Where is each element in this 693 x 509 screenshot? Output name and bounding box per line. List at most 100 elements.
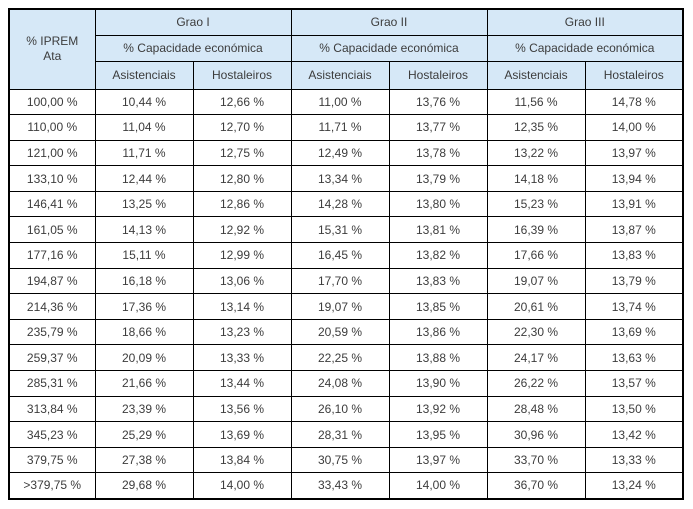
iprem-ata-cell: 100,00 %: [8, 88, 96, 116]
capacidade-value-cell: 13,23 %: [192, 318, 292, 346]
table-row: 259,37 % 20,09 % 13,33 % 22,25 % 13,88 % 24,1…: [8, 344, 684, 372]
capacidade-value-cell: 14,78 %: [584, 88, 684, 116]
capacidade-value-cell: 27,38 %: [94, 446, 194, 474]
capacidade-value-cell: 13,76 %: [388, 88, 488, 116]
table-row: 100,00 % 10,44 % 12,66 % 11,00 % 13,76 % 11,5…: [8, 88, 684, 116]
iprem-ata-cell: >379,75 %: [8, 472, 96, 499]
iprem-ata-cell: 259,37 %: [8, 344, 96, 372]
capacidade-value-cell: 13,33 %: [584, 446, 684, 474]
corner-header-line2: Ata: [43, 49, 62, 64]
capacidade-value-cell: 13,78 %: [388, 139, 488, 167]
capacidade-value-cell: 29,68 %: [94, 472, 194, 499]
capacidade-value-cell: 13,83 %: [584, 242, 684, 269]
table-row: 214,36 % 17,36 % 13,14 % 19,07 % 13,85 % 20,6…: [8, 293, 684, 320]
iprem-ata-cell: 161,05 %: [8, 216, 96, 244]
capacidade-value-cell: 13,82 %: [388, 242, 488, 269]
iprem-ata-cell: 110,00 %: [8, 114, 96, 141]
capacidade-value-cell: 13,95 %: [388, 421, 488, 448]
capacidade-value-cell: 11,04 %: [94, 114, 194, 141]
capacidade-value-cell: 15,23 %: [486, 190, 586, 218]
capacidade-value-cell: 11,71 %: [290, 114, 390, 141]
capacidade-value-cell: 25,29 %: [94, 421, 194, 448]
subheader-capacidade-grao-i: % Capacidade económica: [94, 34, 292, 62]
capacidade-value-cell: 36,70 %: [486, 472, 586, 499]
capacidade-value-cell: 20,59 %: [290, 318, 390, 346]
capacidade-value-cell: 13,92 %: [388, 395, 488, 423]
iprem-ata-cell: 285,31 %: [8, 370, 96, 397]
capacidade-value-cell: 24,17 %: [486, 344, 586, 372]
capacidade-value-cell: 33,70 %: [486, 446, 586, 474]
column-header-asistenciais-grao-ii: Asistenciais: [290, 60, 390, 90]
capacidade-value-cell: 13,83 %: [388, 267, 488, 295]
capacidade-value-cell: 13,63 %: [584, 344, 684, 372]
capacidade-value-cell: 13,87 %: [584, 216, 684, 244]
capacidade-value-cell: 14,18 %: [486, 165, 586, 192]
capacidade-value-cell: 13,56 %: [192, 395, 292, 423]
capacidade-value-cell: 13,14 %: [192, 293, 292, 320]
capacidade-value-cell: 12,92 %: [192, 216, 292, 244]
capacidade-value-cell: 14,00 %: [192, 472, 292, 499]
capacidade-value-cell: 13,25 %: [94, 190, 194, 218]
iprem-ata-cell: 194,87 %: [8, 267, 96, 295]
capacidade-value-cell: 12,49 %: [290, 139, 390, 167]
corner-header-line1: % IPREM: [26, 34, 79, 49]
capacidade-value-cell: 24,08 %: [290, 370, 390, 397]
capacidade-value-cell: 13,80 %: [388, 190, 488, 218]
capacidade-value-cell: 26,10 %: [290, 395, 390, 423]
column-header-asistenciais-grao-iii: Asistenciais: [486, 60, 586, 90]
column-header-hostaleiros-grao-ii: Hostaleiros: [388, 60, 488, 90]
capacidade-value-cell: 11,71 %: [94, 139, 194, 167]
corner-header-iprem-ata: % IPREM Ata: [8, 8, 96, 90]
capacidade-value-cell: 13,42 %: [584, 421, 684, 448]
table-body: 100,00 % 10,44 % 12,66 % 11,00 % 13,76 % 11,5…: [8, 88, 684, 499]
iprem-capacidade-table: % IPREM Ata Grao I Grao II Grao III % Ca…: [8, 8, 685, 500]
group-header-grao-iii: Grao III: [486, 8, 684, 36]
capacidade-value-cell: 14,00 %: [584, 114, 684, 141]
group-header-grao-ii: Grao II: [290, 8, 488, 36]
table-row: 313,84 % 23,39 % 13,56 % 26,10 % 13,92 % 28,4…: [8, 395, 684, 423]
capacidade-value-cell: 30,75 %: [290, 446, 390, 474]
capacidade-value-cell: 22,25 %: [290, 344, 390, 372]
capacidade-value-cell: 19,07 %: [486, 267, 586, 295]
capacidade-value-cell: 11,56 %: [486, 88, 586, 116]
capacidade-value-cell: 13,97 %: [584, 139, 684, 167]
capacidade-value-cell: 13,69 %: [192, 421, 292, 448]
capacidade-value-cell: 13,90 %: [388, 370, 488, 397]
column-header-asistenciais-grao-i: Asistenciais: [94, 60, 194, 90]
subheader-capacidade-grao-iii: % Capacidade económica: [486, 34, 684, 62]
capacidade-value-cell: 23,39 %: [94, 395, 194, 423]
capacidade-value-cell: 12,75 %: [192, 139, 292, 167]
capacidade-value-cell: 11,00 %: [290, 88, 390, 116]
capacidade-value-cell: 20,61 %: [486, 293, 586, 320]
capacidade-value-cell: 12,70 %: [192, 114, 292, 141]
table-row: 161,05 % 14,13 % 12,92 % 15,31 % 13,81 % 16,3…: [8, 216, 684, 244]
capacidade-value-cell: 12,86 %: [192, 190, 292, 218]
header-row-grao: % IPREM Ata Grao I Grao II Grao III: [8, 8, 684, 90]
iprem-ata-cell: 214,36 %: [8, 293, 96, 320]
capacidade-value-cell: 13,69 %: [584, 318, 684, 346]
table-row: 121,00 % 11,71 % 12,75 % 12,49 % 13,78 % 13,2…: [8, 139, 684, 167]
capacidade-value-cell: 12,35 %: [486, 114, 586, 141]
capacidade-value-cell: 13,24 %: [584, 472, 684, 499]
capacidade-value-cell: 14,00 %: [388, 472, 488, 499]
capacidade-value-cell: 12,80 %: [192, 165, 292, 192]
iprem-ata-cell: 146,41 %: [8, 190, 96, 218]
capacidade-value-cell: 13,44 %: [192, 370, 292, 397]
capacidade-value-cell: 16,45 %: [290, 242, 390, 269]
capacidade-value-cell: 17,70 %: [290, 267, 390, 295]
capacidade-value-cell: 16,18 %: [94, 267, 194, 295]
capacidade-value-cell: 13,79 %: [388, 165, 488, 192]
capacidade-value-cell: 13,81 %: [388, 216, 488, 244]
table-row: 194,87 % 16,18 % 13,06 % 17,70 % 13,83 % 19,0…: [8, 267, 684, 295]
table-row: 110,00 % 11,04 % 12,70 % 11,71 % 13,77 % 12,3…: [8, 114, 684, 141]
iprem-ata-cell: 313,84 %: [8, 395, 96, 423]
capacidade-value-cell: 13,79 %: [584, 267, 684, 295]
capacidade-value-cell: 28,31 %: [290, 421, 390, 448]
capacidade-value-cell: 17,66 %: [486, 242, 586, 269]
capacidade-value-cell: 14,13 %: [94, 216, 194, 244]
capacidade-value-cell: 33,43 %: [290, 472, 390, 499]
capacidade-value-cell: 10,44 %: [94, 88, 194, 116]
table-row: 133,10 % 12,44 % 12,80 % 13,34 % 13,79 % 14,1…: [8, 165, 684, 192]
capacidade-value-cell: 13,74 %: [584, 293, 684, 320]
